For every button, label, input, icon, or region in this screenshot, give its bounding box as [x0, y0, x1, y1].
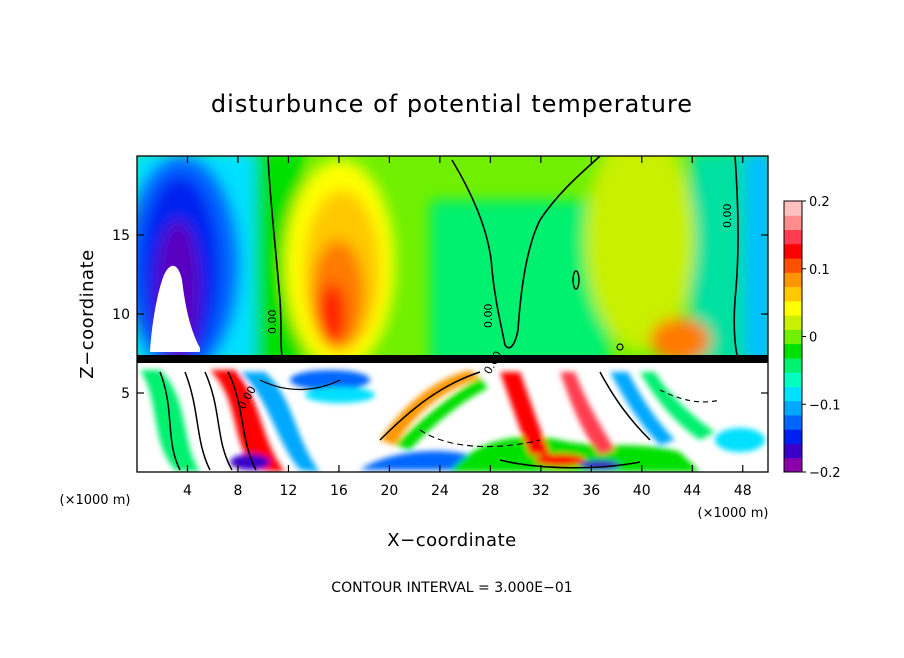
x-unit-label-right: (×1000 m)	[698, 506, 769, 521]
colorbar-swatch	[784, 457, 802, 473]
lower-band-10	[610, 372, 675, 445]
x-tick-label: 24	[431, 483, 449, 499]
x-tick-label: 8	[233, 483, 242, 499]
masked-region-upper	[150, 265, 200, 352]
colorbar-swatch	[784, 315, 802, 330]
warm-right-outer	[585, 156, 695, 350]
x-axis-ticks: 4 8 12 16 20 24 28 32 36 40 44 48	[183, 156, 752, 499]
lower-band-3	[240, 372, 320, 472]
interface-band	[137, 355, 768, 363]
lower-right-patch	[715, 428, 765, 452]
y-tick-label: 5	[121, 386, 130, 402]
x-tick-label: 48	[734, 483, 752, 499]
colorbar-swatch	[784, 414, 802, 430]
x-tick-label: 12	[280, 483, 298, 499]
colorbar-swatch	[784, 357, 802, 373]
contour-label: 0.00	[482, 304, 495, 329]
x-tick-label: 44	[683, 483, 701, 499]
zero-contour-1	[267, 156, 283, 356]
colorbar-swatch	[784, 443, 802, 459]
lower-band-2	[210, 370, 285, 472]
green-band-mid	[430, 200, 610, 365]
lower-contour-6	[379, 371, 481, 441]
x-tick-label: 4	[183, 483, 192, 499]
chart-title: disturbunce of potential temperature	[211, 90, 693, 118]
lower-band-5	[395, 378, 488, 450]
warm-plume-core	[318, 283, 346, 347]
zero-contour-2	[451, 156, 601, 349]
contour-lines	[137, 156, 768, 471]
colorbar-swatch	[784, 386, 802, 402]
colorbar-tick-label: 0	[809, 331, 817, 346]
lower-contour-4	[227, 371, 257, 471]
colorbar-swatch	[784, 215, 802, 231]
lower-band-11	[640, 372, 715, 440]
cold-right-edge	[745, 156, 768, 365]
lower-warm-patch	[535, 454, 585, 466]
lower-contour-7	[419, 429, 541, 448]
colorbar-swatch	[784, 258, 802, 273]
lower-band-8	[500, 372, 550, 455]
colorbar: 0.2 0.1 0 −0.1 −0.2	[783, 195, 841, 481]
colorbar-tick-label: 0.2	[809, 195, 830, 210]
contour-interval-text: CONTOUR INTERVAL = 3.000E−01	[331, 580, 572, 596]
x-unit-label-left: (×1000 m)	[60, 493, 131, 508]
colorbar-swatch	[784, 201, 802, 216]
lower-contour-10	[659, 389, 721, 403]
y-tick-label: 15	[112, 228, 130, 244]
lower-contour-5	[259, 379, 341, 390]
y-axis-label: Z−coordinate	[77, 249, 98, 378]
x-tick-label: 16	[330, 483, 348, 499]
lower-cold-patch-4	[230, 454, 270, 470]
lower-band-9	[560, 372, 615, 455]
lower-cold-patch-1	[290, 370, 370, 390]
x-tick-label: 32	[532, 483, 550, 499]
warm-right-core	[650, 318, 710, 362]
contour-label: 0.00	[721, 204, 734, 229]
colorbar-swatch	[784, 286, 802, 302]
x-axis-label: X−coordinate	[387, 530, 516, 551]
colorbar-swatch	[784, 329, 802, 345]
colorbar-swatch	[784, 272, 802, 288]
colorbar-tick-label: 0.1	[809, 263, 830, 278]
x-tick-label: 36	[582, 483, 600, 499]
lower-contour-1	[159, 371, 181, 471]
colorbar-tick-label: −0.1	[809, 398, 841, 413]
colorbar-swatch	[784, 429, 802, 444]
colorbar-swatch	[784, 300, 802, 316]
lower-contour-9	[599, 371, 651, 441]
lower-contour-2	[184, 371, 211, 471]
y-tick-label: 10	[112, 307, 130, 323]
small-contour-2	[616, 343, 624, 351]
contour-label: 0.00	[266, 310, 279, 335]
small-contour-1	[572, 270, 580, 290]
colorbar-swatch	[784, 372, 802, 387]
x-tick-label: 20	[380, 483, 398, 499]
colorbar-swatch	[784, 400, 802, 416]
heatmap-field	[137, 156, 768, 472]
lower-cold-patch-3	[580, 460, 620, 470]
colorbar-swatch	[784, 229, 802, 245]
lower-contour-3	[204, 371, 233, 471]
y-axis-ticks: 5 10 15	[112, 228, 768, 402]
lower-cold-patch-2	[305, 387, 375, 403]
lower-band-4	[380, 370, 480, 445]
x-tick-label: 40	[633, 483, 651, 499]
zero-contour-3	[733, 156, 739, 356]
lower-contour-8	[499, 459, 641, 469]
colorbar-tick-label: −0.2	[809, 466, 841, 481]
colorbar-swatch	[784, 243, 802, 259]
colorbar-swatch	[784, 343, 802, 359]
x-tick-label: 28	[481, 483, 499, 499]
